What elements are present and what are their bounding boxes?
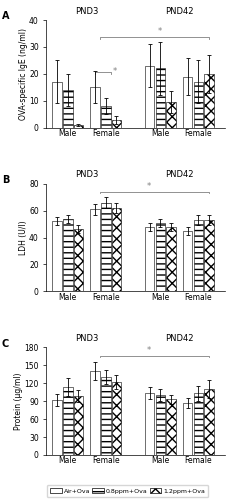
Text: *: * <box>112 67 116 76</box>
Bar <box>165 400 175 455</box>
Bar <box>52 400 62 455</box>
Text: PND42: PND42 <box>164 6 193 16</box>
Bar <box>100 202 110 292</box>
Bar <box>90 209 99 292</box>
Bar <box>144 66 154 128</box>
Text: PND3: PND3 <box>75 6 98 16</box>
Bar <box>100 377 110 455</box>
Bar <box>100 106 110 128</box>
Bar <box>203 74 213 128</box>
Bar <box>182 403 192 455</box>
Bar <box>144 226 154 292</box>
Bar <box>155 395 164 455</box>
Bar <box>111 208 121 292</box>
Text: PND42: PND42 <box>164 170 193 179</box>
Text: *: * <box>157 26 161 36</box>
Bar <box>193 220 202 292</box>
Bar <box>182 76 192 128</box>
Text: *: * <box>146 346 151 355</box>
Bar <box>155 68 164 128</box>
Bar <box>193 82 202 128</box>
Y-axis label: LDH (U/l): LDH (U/l) <box>18 220 27 255</box>
Bar <box>73 230 83 292</box>
Text: C: C <box>2 338 9 348</box>
Y-axis label: Protein (μg/ml): Protein (μg/ml) <box>14 372 23 430</box>
Text: B: B <box>2 175 9 185</box>
Bar <box>144 394 154 455</box>
Bar <box>203 220 213 292</box>
Text: PND3: PND3 <box>75 334 98 343</box>
Bar <box>111 382 121 455</box>
Bar <box>63 388 72 455</box>
Bar <box>73 396 83 455</box>
Y-axis label: OVA-specific IgE (ng/ml): OVA-specific IgE (ng/ml) <box>18 28 27 120</box>
Bar <box>193 394 202 455</box>
Legend: Air+Ova, 0.8ppm+Ova, 1.2ppm+Ova: Air+Ova, 0.8ppm+Ova, 1.2ppm+Ova <box>47 485 207 497</box>
Bar <box>90 372 99 455</box>
Bar <box>90 88 99 128</box>
Bar <box>165 226 175 292</box>
Bar <box>165 102 175 128</box>
Text: PND42: PND42 <box>164 334 193 343</box>
Bar <box>155 222 164 292</box>
Bar <box>63 90 72 128</box>
Bar <box>52 222 62 292</box>
Bar <box>52 82 62 128</box>
Bar <box>111 120 121 128</box>
Text: A: A <box>2 12 9 22</box>
Bar <box>182 231 192 292</box>
Text: PND3: PND3 <box>75 170 98 179</box>
Bar <box>63 218 72 292</box>
Bar <box>203 389 213 455</box>
Text: *: * <box>146 182 151 191</box>
Bar <box>73 125 83 128</box>
